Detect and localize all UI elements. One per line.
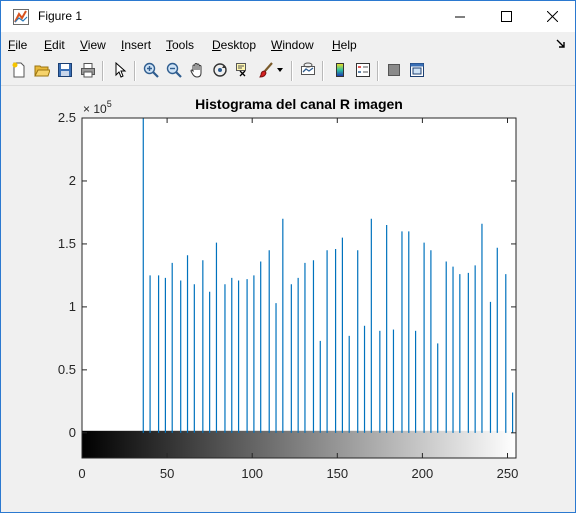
y-tick-label: 1.5 bbox=[58, 236, 76, 251]
x-tick-label: 100 bbox=[241, 466, 263, 481]
print-button[interactable] bbox=[78, 60, 98, 80]
toolbar-separator bbox=[377, 61, 379, 81]
menu-edit[interactable]: Edit bbox=[44, 38, 65, 52]
insert-colorbar-button[interactable] bbox=[330, 60, 350, 80]
maximize-button[interactable] bbox=[483, 1, 529, 32]
zoom-out-button[interactable] bbox=[164, 60, 184, 80]
hide-plot-tools-icon bbox=[388, 64, 400, 76]
chart-title: Histograma del canal R imagen bbox=[195, 96, 403, 112]
figure-toolbar bbox=[1, 57, 575, 86]
pan-button[interactable] bbox=[187, 60, 207, 80]
menu-bar: File Edit View Insert Tools Desktop Wind… bbox=[1, 35, 575, 55]
brush-dropdown-button[interactable] bbox=[276, 60, 286, 80]
y-exponent-label: × 105 bbox=[83, 99, 112, 116]
y-tick-label: 1 bbox=[69, 299, 76, 314]
edit-plot-button[interactable] bbox=[110, 60, 130, 80]
open-file-icon bbox=[34, 65, 50, 77]
edit-plot-arrow-icon bbox=[115, 62, 127, 78]
save-icon bbox=[58, 63, 72, 77]
data-cursor-icon bbox=[236, 63, 246, 77]
show-plot-tools-button[interactable] bbox=[407, 60, 427, 80]
y-tick-label: 2 bbox=[69, 173, 76, 188]
toolbar-separator bbox=[291, 61, 293, 81]
zoom-in-button[interactable] bbox=[141, 60, 161, 80]
y-tick-label: 0.5 bbox=[58, 362, 76, 377]
dock-arrow-icon[interactable] bbox=[556, 39, 566, 49]
x-tick-label: 200 bbox=[412, 466, 434, 481]
zoom-in-icon bbox=[143, 62, 159, 78]
gray-colorbar bbox=[82, 430, 516, 458]
title-bar[interactable]: Figure 1 bbox=[1, 1, 575, 32]
close-icon bbox=[546, 11, 558, 22]
histogram-chart: 0 0.5 1 1.5 2 2.5 0 50 100 150 200 250 Histograma … bbox=[58, 96, 518, 481]
plot-area bbox=[82, 118, 516, 458]
minimize-icon bbox=[454, 16, 465, 18]
y-tick-label: 2.5 bbox=[58, 110, 76, 125]
data-cursor-button[interactable] bbox=[233, 60, 253, 80]
toolbar-separator bbox=[322, 61, 324, 81]
x-tick-label: 250 bbox=[497, 466, 519, 481]
save-button[interactable] bbox=[55, 60, 75, 80]
toolbar-separator bbox=[134, 61, 136, 81]
hide-plot-tools-button[interactable] bbox=[384, 60, 404, 80]
rotate-3d-button[interactable] bbox=[210, 60, 230, 80]
brush-button[interactable] bbox=[256, 60, 276, 80]
matlab-figure-icon bbox=[13, 9, 29, 25]
link-plot-button[interactable] bbox=[298, 60, 318, 80]
figure-canvas: 0 0.5 1 1.5 2 2.5 0 50 100 150 200 250 Histograma … bbox=[9, 86, 569, 504]
x-axis: 0 50 100 150 200 250 bbox=[78, 118, 518, 481]
menu-window[interactable]: Window bbox=[271, 38, 314, 52]
insert-legend-icon bbox=[356, 63, 370, 77]
menu-help[interactable]: Help bbox=[332, 38, 357, 52]
bar-series bbox=[142, 118, 514, 433]
colorbar-strip bbox=[82, 430, 516, 458]
toolbar-separator bbox=[102, 61, 104, 81]
menu-tools[interactable]: Tools bbox=[166, 38, 195, 52]
new-figure-button[interactable] bbox=[9, 60, 29, 80]
print-icon bbox=[81, 63, 95, 78]
window-title: Figure 1 bbox=[38, 9, 83, 23]
y-axis: 0 0.5 1 1.5 2 2.5 bbox=[58, 110, 516, 440]
y-tick-label: 0 bbox=[69, 425, 76, 440]
brush-dropdown-icon bbox=[277, 68, 283, 72]
rotate-3d-icon bbox=[213, 63, 227, 77]
axes-box bbox=[81, 117, 517, 459]
new-figure-icon bbox=[12, 62, 25, 78]
insert-legend-button[interactable] bbox=[353, 60, 373, 80]
show-plot-tools-icon bbox=[410, 63, 424, 77]
menu-insert[interactable]: Insert bbox=[121, 38, 152, 52]
zoom-out-icon bbox=[166, 62, 182, 78]
menu-desktop[interactable]: Desktop bbox=[212, 38, 257, 52]
link-plot-icon bbox=[301, 62, 315, 75]
menu-view[interactable]: View bbox=[80, 38, 106, 52]
close-button[interactable] bbox=[529, 1, 575, 32]
maximize-icon bbox=[500, 11, 512, 22]
open-file-button[interactable] bbox=[32, 60, 52, 80]
brush-icon bbox=[259, 62, 273, 78]
pan-hand-icon bbox=[190, 62, 202, 78]
x-tick-label: 150 bbox=[326, 466, 348, 481]
x-tick-label: 0 bbox=[78, 466, 85, 481]
menu-file[interactable]: File bbox=[8, 38, 28, 52]
insert-colorbar-icon bbox=[336, 63, 344, 77]
x-tick-label: 50 bbox=[160, 466, 174, 481]
minimize-button[interactable] bbox=[437, 1, 483, 32]
